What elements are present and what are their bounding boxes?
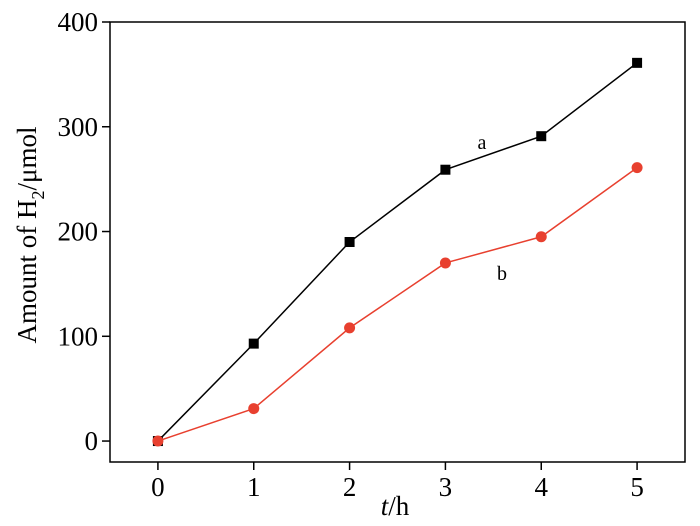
- marker: [248, 338, 259, 349]
- y-axis-label: Amount of H2/μmol: [12, 127, 48, 344]
- marker: [536, 131, 547, 142]
- marker: [152, 435, 164, 447]
- x-tick-label: 4: [535, 472, 549, 502]
- y-label-rest: /μmol: [12, 127, 42, 191]
- y-label-sub: 2: [28, 190, 48, 199]
- x-axis-label: t/h: [381, 491, 410, 521]
- x-tick-label: 0: [151, 472, 165, 502]
- series-label: a: [478, 132, 487, 154]
- x-tick-label: 2: [343, 472, 357, 502]
- y-tick-label: 200: [58, 217, 99, 247]
- plot-frame: [109, 21, 686, 463]
- series-line: [157, 167, 638, 442]
- y-tick-label: 300: [58, 112, 99, 142]
- x-label-italic: t: [381, 491, 390, 521]
- marker: [344, 322, 356, 334]
- series-label: b: [497, 263, 507, 285]
- x-tick-label: 5: [630, 472, 644, 502]
- y-tick-label: 100: [58, 321, 99, 351]
- marker: [535, 231, 547, 243]
- y-label-main: Amount of H: [12, 199, 42, 343]
- series-line: [157, 62, 638, 442]
- x-tick-label: 1: [247, 472, 261, 502]
- x-tick-label: 3: [439, 472, 453, 502]
- marker: [632, 57, 643, 68]
- marker: [439, 257, 451, 269]
- y-tick-label: 400: [58, 7, 99, 37]
- y-tick-label: 0: [85, 426, 99, 456]
- marker: [440, 164, 451, 175]
- x-label-rest: /h: [388, 491, 410, 521]
- marker: [344, 237, 355, 247]
- marker: [248, 403, 260, 415]
- marker: [631, 162, 643, 174]
